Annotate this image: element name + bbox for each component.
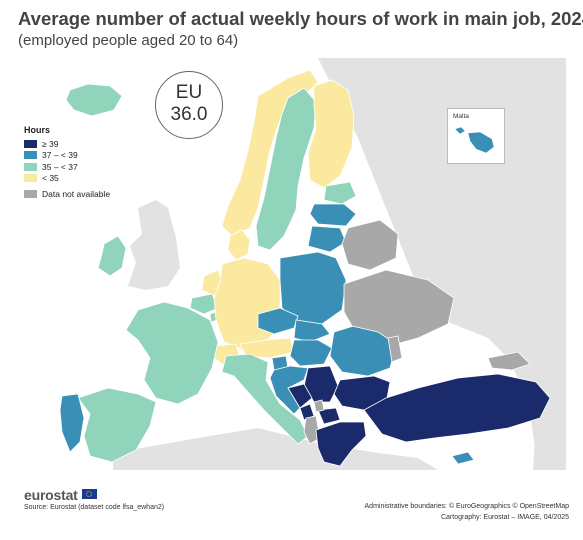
country-ukraine: [343, 269, 455, 345]
non-eu-land: [113, 428, 438, 470]
country-north-macedonia: [317, 407, 341, 425]
eu-flag-icon: [82, 489, 97, 499]
malta-island: [467, 131, 495, 154]
country-georgia: [487, 351, 531, 371]
eu-label: EU: [175, 82, 203, 103]
non-eu-land: [128, 200, 180, 290]
country-france: [125, 301, 219, 405]
country-germany: [213, 257, 281, 351]
map-legend: Hours ≥ 39 37 – < 39 35 – < 37 < 35 Data…: [24, 125, 110, 200]
country-estonia: [323, 181, 357, 205]
source-note: Source: Eurostat (dataset code lfsa_ewha…: [24, 504, 165, 511]
legend-label: 37 – < 39: [42, 150, 78, 161]
legend-swatch: [24, 139, 37, 148]
malta-inset: Malta: [447, 108, 505, 164]
country-norway: [221, 69, 319, 237]
legend-item: < 35: [24, 173, 110, 185]
legend-label: 35 – < 37: [42, 161, 78, 172]
map-title: Average number of actual weekly hours of…: [18, 8, 583, 29]
legend-item: ≥ 39: [24, 138, 110, 150]
country-denmark: [227, 229, 251, 261]
eu-value: 36.0: [170, 104, 208, 125]
country-belgium: [189, 293, 219, 315]
country-belarus: [341, 219, 399, 271]
legend-label: < 35: [42, 173, 59, 184]
country-iceland: [65, 83, 123, 117]
country-poland: [279, 251, 347, 325]
eu-average-badge: EU 36.0: [155, 71, 223, 139]
country-albania: [303, 415, 321, 445]
country-t-rkiye: [363, 373, 551, 443]
country-spain: [77, 387, 157, 463]
country-lithuania: [307, 225, 347, 253]
country-greece: [315, 421, 367, 467]
eurostat-logo: eurostat: [24, 487, 78, 503]
legend-label: Data not available: [42, 188, 111, 199]
country-moldova: [387, 335, 403, 363]
legend-swatch: [24, 174, 37, 183]
country-finland: [307, 79, 355, 189]
country-ireland: [97, 235, 127, 277]
country-latvia: [309, 203, 357, 227]
admin-boundaries-note: Administrative boundaries: © EuroGeograp…: [364, 503, 569, 510]
country-kosovo: [313, 399, 325, 413]
country-czechia: [257, 307, 299, 335]
legend-item: Data not available: [24, 188, 110, 200]
map-subtitle: (employed people aged 20 to 64): [18, 32, 239, 49]
country-hungary: [289, 339, 333, 367]
malta-inset-map: [454, 126, 495, 154]
malta-inset-label: Malta: [453, 113, 469, 120]
legend-swatch: [24, 189, 37, 198]
legend-title: Hours: [24, 125, 51, 135]
legend-swatch: [24, 162, 37, 171]
country-portugal: [59, 393, 85, 453]
country-cyprus: [451, 451, 475, 465]
malta-island: [454, 126, 466, 135]
legend-label: ≥ 39: [42, 138, 59, 149]
country-bosnia-and-herzegovina: [287, 383, 313, 409]
legend-item: 35 – < 37: [24, 161, 110, 173]
country-slovakia: [293, 319, 331, 343]
legend-item: 37 – < 39: [24, 150, 110, 162]
country-italy: [221, 353, 309, 445]
legend-swatch: [24, 151, 37, 160]
cartography-note: Cartography: Eurostat – IMAGE, 04/2025: [440, 514, 569, 521]
